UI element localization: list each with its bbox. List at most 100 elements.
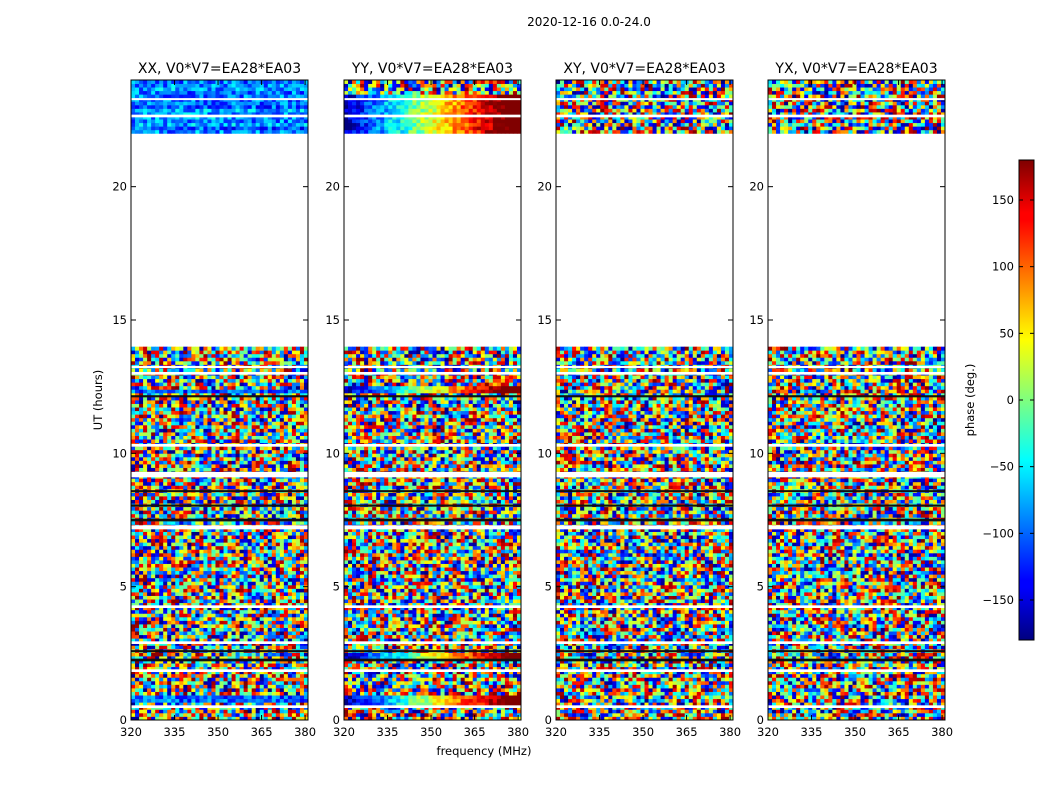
heatmap-cell — [183, 535, 188, 540]
heatmap-cell — [223, 485, 228, 490]
heatmap-cell — [291, 574, 297, 579]
heatmap-cell — [271, 549, 277, 554]
heatmap-cell — [267, 624, 273, 628]
heatmap-cell — [143, 652, 148, 657]
heatmap-cell — [215, 506, 220, 511]
heatmap-cell — [255, 663, 261, 668]
heatmap-cell — [263, 631, 269, 636]
heatmap-cell — [251, 400, 257, 404]
heatmap-cell — [163, 680, 168, 685]
heatmap-cell — [135, 126, 140, 131]
heatmap-cell — [283, 688, 289, 692]
heatmap-cell — [135, 645, 140, 650]
heatmap-cell — [303, 492, 308, 497]
heatmap-cell — [283, 449, 289, 454]
heatmap-cell — [183, 709, 188, 714]
heatmap-cell — [195, 698, 200, 703]
heatmap-cell — [255, 634, 261, 639]
heatmap-cell — [283, 424, 289, 429]
heatmap-cell — [163, 528, 168, 532]
heatmap-cell — [299, 631, 305, 636]
heatmap-cell — [187, 595, 192, 600]
heatmap-cell — [179, 577, 184, 582]
heatmap-cell — [179, 645, 184, 650]
heatmap-cell — [287, 688, 293, 692]
heatmap-cell — [219, 574, 224, 579]
heatmap-cell — [215, 552, 220, 557]
heatmap-cell — [255, 513, 261, 518]
heatmap-cell — [287, 567, 293, 572]
heatmap-cell — [207, 449, 212, 454]
heatmap-cell — [199, 435, 204, 440]
heatmap-cell — [271, 634, 277, 639]
heatmap-cell — [227, 602, 232, 607]
heatmap-cell — [211, 627, 216, 632]
heatmap-cell — [207, 421, 212, 426]
heatmap-cell — [255, 542, 261, 547]
heatmap-cell — [147, 357, 152, 362]
heatmap-cell — [195, 499, 200, 504]
heatmap-cell — [223, 456, 228, 461]
heatmap-cell — [227, 702, 232, 707]
heatmap-cell — [259, 624, 265, 628]
heatmap-cell — [299, 680, 305, 685]
heatmap-cell — [187, 531, 192, 536]
heatmap-cell — [179, 378, 184, 383]
heatmap-cell — [263, 108, 269, 113]
heatmap-cell — [279, 346, 285, 351]
heatmap-cell — [143, 581, 148, 586]
heatmap-cell — [131, 531, 136, 536]
heatmap-cell — [243, 638, 249, 643]
heatmap-cell — [259, 570, 265, 575]
heatmap-cell — [263, 119, 269, 124]
heatmap-cell — [223, 122, 228, 127]
heatmap-cell — [251, 567, 257, 572]
heatmap-cell — [187, 560, 192, 564]
heatmap-cell — [171, 424, 176, 429]
heatmap-cell — [275, 353, 281, 358]
heatmap-cell — [163, 606, 168, 611]
heatmap-cell — [295, 528, 301, 532]
heatmap-cell — [239, 609, 245, 614]
heatmap-cell — [243, 492, 249, 497]
heatmap-cell — [231, 126, 236, 131]
heatmap-cell — [247, 510, 253, 515]
heatmap-cell — [235, 563, 241, 568]
heatmap-cell — [175, 645, 180, 650]
heatmap-cell — [219, 449, 224, 454]
heatmap-cell — [151, 346, 156, 351]
heatmap-cell — [243, 510, 249, 515]
heatmap-cell — [151, 606, 156, 611]
heatmap-cell — [299, 456, 305, 461]
heatmap-cell — [131, 492, 136, 497]
heatmap-cell — [283, 577, 289, 582]
heatmap-cell — [275, 688, 281, 692]
heatmap-cell — [159, 464, 164, 468]
heatmap-cell — [247, 656, 253, 660]
heatmap-cell — [303, 659, 308, 664]
heatmap-cell — [159, 108, 164, 113]
heatmap-cell — [163, 432, 168, 436]
heatmap-cell — [303, 631, 308, 636]
heatmap-cell — [287, 634, 293, 639]
heatmap-cell — [263, 666, 269, 671]
heatmap-cell — [259, 595, 265, 600]
heatmap-cell — [175, 357, 180, 362]
heatmap-cell — [303, 716, 308, 720]
heatmap-cell — [155, 389, 160, 394]
heatmap-cell — [271, 485, 277, 490]
heatmap-cell — [291, 439, 297, 444]
heatmap-cell — [183, 122, 188, 127]
heatmap-cell — [139, 417, 144, 422]
heatmap-cell — [139, 467, 144, 472]
heatmap-cell — [155, 560, 160, 564]
heatmap-cell — [247, 435, 253, 440]
heatmap-cell — [155, 510, 160, 515]
heatmap-cell — [251, 496, 257, 500]
heatmap-cell — [251, 346, 257, 351]
heatmap-cell — [247, 417, 253, 422]
heatmap-cell — [139, 108, 144, 113]
heatmap-cell — [267, 513, 273, 518]
heatmap-cell — [259, 410, 265, 415]
heatmap-cell — [251, 684, 257, 689]
